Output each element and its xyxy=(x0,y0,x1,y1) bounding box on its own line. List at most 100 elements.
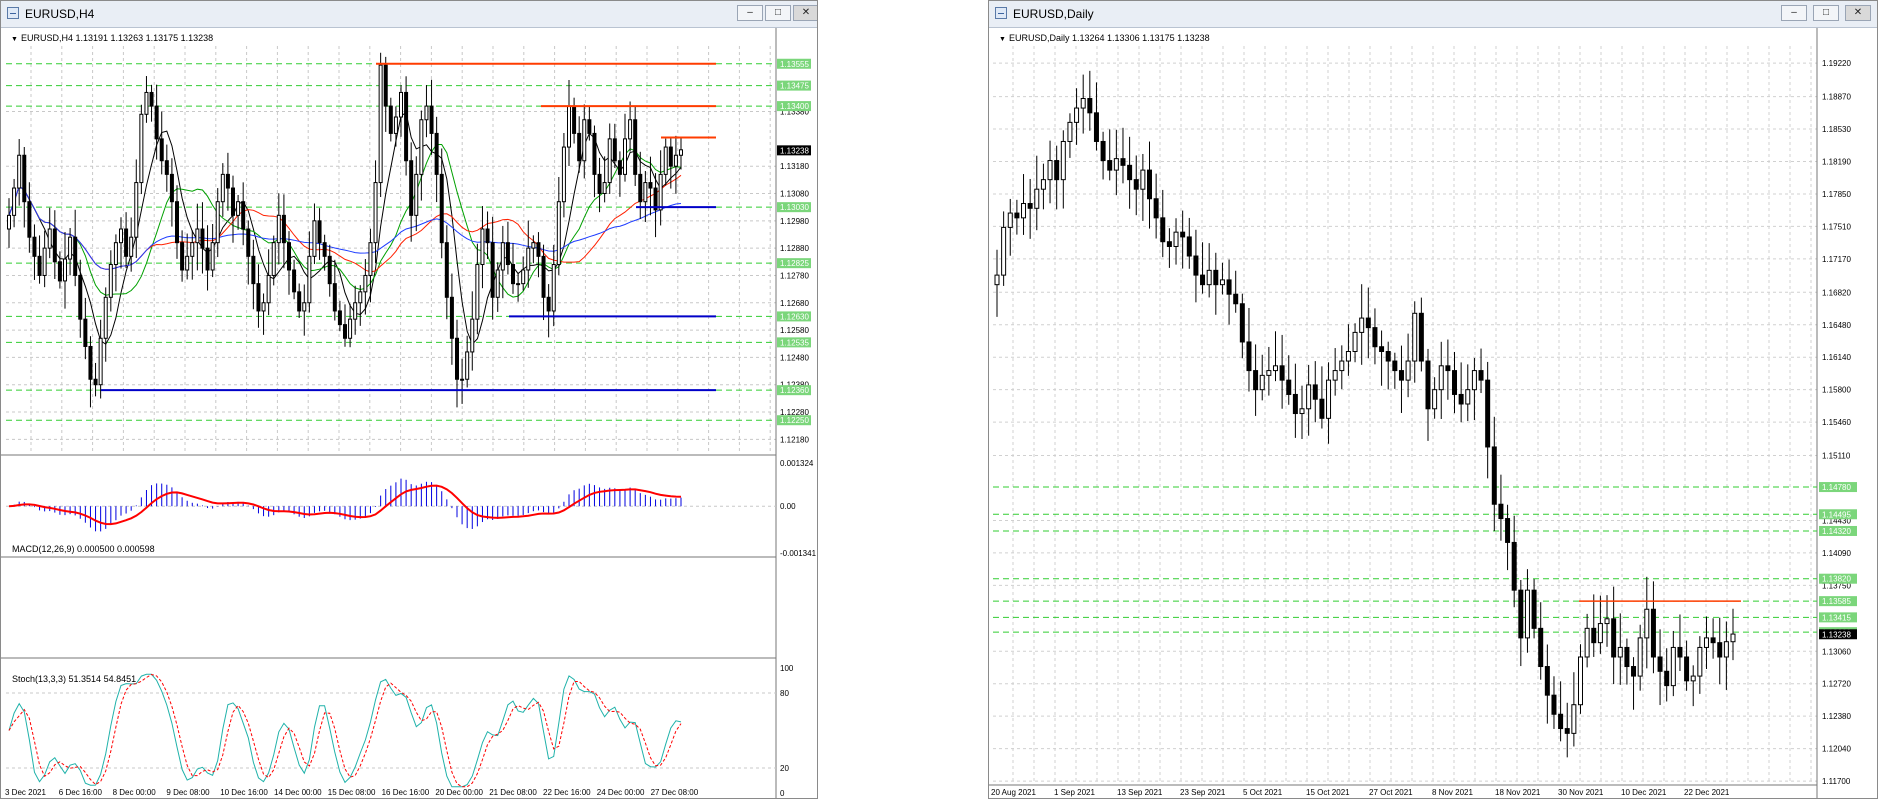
candle-body xyxy=(439,173,444,244)
candle-body xyxy=(383,64,388,107)
daily-chart-canvas[interactable]: 1.19220 1.18870 1.18530 1.18190 1.17850 1.175… xyxy=(989,28,1877,798)
collapse-triangle-icon[interactable]: ▼ xyxy=(11,36,18,43)
candle-body xyxy=(1107,160,1113,171)
candle-body xyxy=(1173,231,1179,247)
time-tick-label: 30 Nov 2021 xyxy=(1558,788,1604,797)
maximize-icon[interactable]: □ xyxy=(765,5,791,21)
macd-signal-line xyxy=(8,484,682,526)
time-tick-label: 20 Dec 00:00 xyxy=(435,788,483,797)
candle-body xyxy=(1458,393,1464,405)
candle-body xyxy=(241,201,246,230)
candle-body xyxy=(88,345,93,380)
candle-body xyxy=(1080,98,1086,109)
candle-body xyxy=(129,236,134,257)
level-tag xyxy=(777,258,811,269)
candle-body xyxy=(561,146,566,203)
current-price-tag xyxy=(1819,629,1857,640)
daily-grid xyxy=(989,28,1818,798)
candle-body xyxy=(1087,98,1093,114)
candle-body xyxy=(139,113,144,184)
price-tick-label: 1.13180 xyxy=(780,162,809,171)
candle-body xyxy=(572,105,577,134)
window-titlebar[interactable]: EURUSD,Daily – □ ✕ xyxy=(989,1,1877,28)
candle-body xyxy=(353,302,358,320)
daily-quote-label: EURUSD,Daily 1.13264 1.13306 1.13175 1.1… xyxy=(1009,33,1210,43)
maximize-icon[interactable]: □ xyxy=(1813,5,1839,21)
level-tag-label: 1.12535 xyxy=(780,338,809,347)
candle-body xyxy=(1412,312,1418,362)
stoch-tick-label: 100 xyxy=(780,664,794,673)
level-tag-label: 1.13415 xyxy=(1822,613,1851,622)
candle-body xyxy=(1060,140,1066,181)
candle-body xyxy=(12,187,17,216)
candle-body xyxy=(1584,627,1590,658)
candle-body xyxy=(628,119,633,140)
chart-window-icon xyxy=(995,7,1007,19)
time-tick-label: 8 Nov 2021 xyxy=(1432,788,1473,797)
price-tick-label: 1.16480 xyxy=(1822,321,1851,330)
minimize-icon[interactable]: – xyxy=(737,5,763,21)
minimize-icon[interactable]: – xyxy=(1781,5,1807,21)
candle-body xyxy=(1206,269,1212,286)
candle-body xyxy=(175,201,179,244)
candle-body xyxy=(1425,360,1431,410)
candle-body xyxy=(1365,317,1371,329)
candle-body xyxy=(363,274,368,293)
time-tick-label: 8 Dec 00:00 xyxy=(113,788,157,797)
candle-body xyxy=(607,138,612,184)
candle-body xyxy=(1233,293,1239,305)
candle-body xyxy=(429,105,434,134)
candle-body xyxy=(577,132,582,162)
candle-body xyxy=(679,149,683,156)
window-titlebar[interactable]: EURUSD,H4 – □ ✕ xyxy=(1,1,817,28)
time-tick-label: 3 Dec 2021 xyxy=(5,788,46,797)
level-tag-label: 1.14320 xyxy=(1822,527,1851,536)
close-icon[interactable]: ✕ xyxy=(1845,5,1871,21)
candle-body xyxy=(1577,656,1583,706)
stoch-tick-label: 20 xyxy=(780,764,789,773)
candle-body xyxy=(409,160,414,216)
candle-body xyxy=(251,255,256,285)
level-tag xyxy=(777,202,811,213)
time-tick-label: 21 Dec 08:00 xyxy=(489,788,537,797)
candle-body xyxy=(668,146,673,167)
price-tick-label: 1.13750 xyxy=(1822,581,1851,590)
candle-body xyxy=(475,264,480,320)
window-title: EURUSD,Daily xyxy=(1013,7,1094,21)
time-tick-label: 13 Sep 2021 xyxy=(1117,788,1163,797)
candle-body xyxy=(465,351,470,380)
candle-body xyxy=(185,255,190,271)
level-tag-label: 1.13585 xyxy=(1822,597,1851,606)
price-tick-label: 1.14090 xyxy=(1822,549,1851,558)
candle-body xyxy=(414,173,419,216)
candle-body xyxy=(994,274,1000,286)
candle-body xyxy=(1418,312,1424,362)
candle-body xyxy=(587,119,592,134)
level-tag-label: 1.14495 xyxy=(1822,510,1851,519)
candle-body xyxy=(317,220,322,244)
level-tag xyxy=(777,415,811,426)
chart-window-daily[interactable]: EURUSD,Daily – □ ✕ 1.19220 1.18870 1.18530… xyxy=(988,0,1878,799)
level-tag xyxy=(777,311,811,322)
candle-body xyxy=(231,187,235,216)
close-icon[interactable]: ✕ xyxy=(793,5,817,21)
level-tag-label: 1.12250 xyxy=(780,416,809,425)
time-tick-label: 24 Dec 00:00 xyxy=(597,788,645,797)
price-tick-label: 1.19220 xyxy=(1822,59,1851,68)
candle-body xyxy=(511,264,515,285)
candle-body xyxy=(1312,384,1318,400)
chart-window-h4[interactable]: EURUSD,H4 – □ ✕ 0.001324 0.00 -0.001341 10… xyxy=(0,0,818,799)
collapse-triangle-icon[interactable]: ▼ xyxy=(999,36,1006,43)
candle-body xyxy=(307,255,312,304)
candle-body xyxy=(1226,279,1232,295)
time-tick-label: 10 Dec 16:00 xyxy=(220,788,268,797)
candle-body xyxy=(83,318,88,347)
candle-body xyxy=(215,201,220,244)
candle-body xyxy=(22,154,27,203)
candle-body xyxy=(1147,169,1153,200)
candle-body xyxy=(1180,231,1186,238)
candle-body xyxy=(1319,398,1325,419)
candle-body xyxy=(1650,608,1656,658)
candle-body xyxy=(47,228,52,249)
